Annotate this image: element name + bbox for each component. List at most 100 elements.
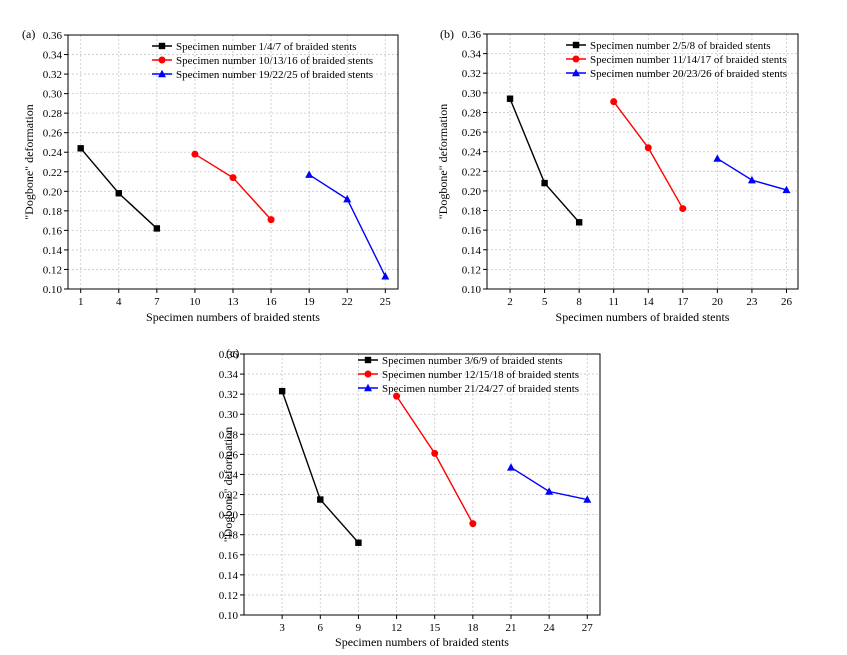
y-tick-label: 0.14 [219,570,239,582]
legend-entry: Specimen number 12/15/18 of braided sten… [382,369,579,381]
x-tick-label: 16 [266,296,278,308]
data-point [545,487,554,495]
legend: Specimen number 1/4/7 of braided stents S… [152,41,373,81]
x-axis-title: Specimen numbers of braided stents [146,310,320,324]
y-tick-label: 0.20 [219,510,239,522]
x-tick-label: 23 [746,296,758,308]
x-tick-label: 12 [391,622,402,634]
x-axis-title: Specimen numbers of braided stents [556,310,730,324]
data-point [343,194,352,203]
legend-entry: Specimen number 11/14/17 of braided sten… [590,54,787,66]
data-point [191,150,199,158]
data-point [610,98,618,106]
x-tick-label: 13 [228,296,240,308]
y-tick-label: 0.12 [462,264,481,276]
y-tick-label: 0.16 [43,225,63,237]
panel-label: (a) [22,27,35,41]
legend-entry: Specimen number 3/6/9 of braided stents [382,355,563,367]
y-tick-label: 0.36 [43,30,63,42]
x-tick-label: 10 [189,296,201,308]
series-3 [305,170,390,280]
data-point [153,225,161,232]
x-tick-label: 18 [467,622,479,634]
y-tick-label: 0.20 [462,186,482,198]
y-tick-label: 0.34 [43,50,63,62]
y-tick-label: 0.18 [43,206,63,218]
legend-entry: Specimen number 10/13/16 of braided sten… [176,55,373,67]
y-tick-label: 0.10 [219,610,239,622]
y-tick-label: 0.18 [219,530,239,542]
data-point [267,216,275,224]
y-tick-label: 0.18 [462,206,482,218]
x-tick-label: 26 [781,296,793,308]
y-tick-label: 0.30 [219,409,239,421]
data-point [679,205,687,213]
y-tick-label: 0.36 [462,29,482,41]
x-tick-label: 15 [429,622,441,634]
chart-panel-c: 3 6 9 12 15 18 21 24 27 0.10 0.12 0.14 0.16 0.18 0.20 0… [219,346,601,649]
legend: Specimen number 2/5/8 of braided stents S… [566,40,787,80]
y-tick-label: 0.24 [43,147,63,159]
y-tick-label: 0.26 [43,128,63,140]
x-tick-label: 6 [318,622,324,634]
data-point [431,449,439,457]
y-tick-label: 0.28 [462,107,482,119]
y-tick-label: 0.26 [462,127,482,139]
data-point [393,392,401,400]
series-3 [507,463,592,503]
y-tick-label: 0.10 [462,284,482,296]
data-point [575,219,583,226]
series-1 [278,387,362,546]
series-1 [506,95,583,226]
legend-marker [364,383,372,392]
data-point [229,174,237,182]
x-tick-label: 8 [576,296,582,308]
x-tick-label: 11 [608,296,619,308]
x-tick-label: 24 [544,622,556,634]
y-tick-label: 0.26 [219,449,239,461]
legend-entry: Specimen number 2/5/8 of braided stents [590,40,771,52]
y-axis-title: "Dogbone" deformation [221,427,235,542]
y-tick-label: 0.20 [43,186,63,198]
grid [487,33,798,290]
y-tick-label: 0.16 [219,550,239,562]
y-tick-label: 0.10 [43,284,63,296]
data-point [506,95,514,102]
y-tick-label: 0.22 [462,166,481,178]
y-tick-label: 0.36 [219,349,239,361]
legend-marker [158,69,166,78]
data-point [355,539,362,546]
y-tick-label: 0.24 [462,147,482,159]
legend-marker [158,56,166,64]
data-point [115,190,122,197]
x-tick-label: 19 [304,296,316,308]
panel-label: (b) [440,27,454,41]
x-axis-title: Specimen numbers of braided stents [335,635,509,649]
chart-panel-a: 1 4 7 10 13 16 19 22 25 0.10 0.12 0.14 0.16 0.18 0.20 0… [22,27,399,324]
y-tick-label: 0.34 [219,369,239,381]
data-point [305,170,314,178]
chart-panel-b: 2 5 8 11 14 17 20 23 26 0.10 0.12 0.14 0.16 0.18 0.20 0… [436,27,799,324]
data-point [507,463,515,471]
panel-label: (c) [226,346,239,360]
data-point [469,520,477,528]
legend-marker [572,68,580,77]
y-tick-label: 0.24 [219,469,239,481]
x-tick-label: 2 [507,296,513,308]
y-axis-title: "Dogbone" deformation [22,104,36,219]
legend-marker [572,41,580,49]
y-tick-label: 0.12 [43,264,62,276]
x-tick-label: 20 [712,296,724,308]
y-tick-label: 0.30 [43,89,63,101]
y-tick-label: 0.22 [219,490,238,502]
legend-marker [158,42,166,50]
legend: Specimen number 3/6/9 of braided stents S… [358,355,579,395]
y-axis-title: "Dogbone" deformation [436,104,450,219]
series-2 [610,98,687,213]
y-tick-label: 0.32 [43,69,62,81]
x-tick-label: 27 [582,622,594,634]
legend-entry: Specimen number 21/24/27 of braided sten… [382,383,579,395]
x-tick-label: 21 [506,622,517,634]
data-point [381,272,390,280]
